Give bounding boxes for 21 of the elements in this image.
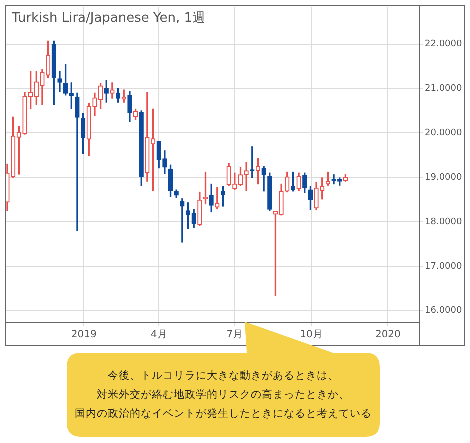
x-tick-label: 2020: [375, 330, 401, 341]
x-tick-label: 10月: [300, 330, 323, 341]
candlestick: [180, 198, 185, 243]
y-tick-label: 20.0000: [425, 128, 462, 138]
candlestick: [244, 162, 249, 192]
chart-title: Turkish Lira/Japanese Yen, 1週: [12, 10, 206, 27]
y-tick-label: 19.0000: [425, 172, 462, 183]
y-tick-label: 18.0000: [425, 217, 462, 228]
y-tick-label: 22.0000: [425, 40, 462, 50]
candlestick: [75, 92, 80, 232]
candlestick: [332, 174, 336, 185]
x-tick-label: 4月: [150, 330, 168, 341]
candlestick: [58, 72, 62, 92]
text: 国内の政治的なイベントが発生したときになると考えている: [75, 406, 372, 422]
text: 今後、トルコリラに大きな動きがあるときは、: [108, 368, 339, 384]
y-tick-label: 21.0000: [425, 84, 462, 94]
x-tick-label: 2019: [71, 330, 97, 341]
y-tick-label: 16.0000: [425, 306, 462, 316]
text: 対米外交が絡む地政学的リスクの高まったときか、: [97, 388, 350, 402]
x-tick-label: 7月: [226, 330, 244, 341]
y-tick-label: 17.0000: [425, 262, 462, 272]
